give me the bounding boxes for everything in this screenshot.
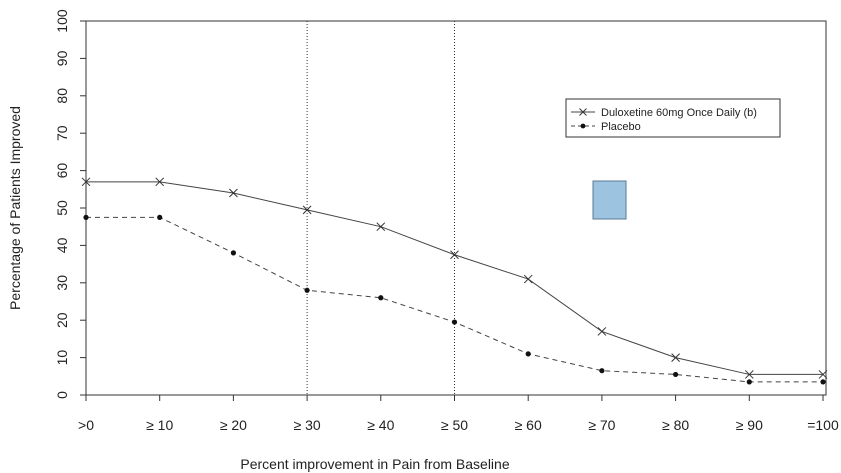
- data-point-x: [376, 222, 386, 232]
- data-point-dot: [820, 379, 826, 385]
- legend-x-marker: [579, 108, 587, 116]
- data-point-dot: [451, 319, 458, 325]
- y-tick-label: 20: [54, 312, 70, 328]
- y-tick-label: 50: [54, 200, 70, 216]
- x-tick-label: ≥ 80: [662, 417, 689, 433]
- x-marker-stroke: [229, 188, 238, 198]
- data-point-dot: [378, 295, 384, 301]
- legend-items: Duloxetine 60mg Once Daily (b) Placebo: [571, 107, 757, 133]
- x-tick-label: =100: [807, 417, 839, 433]
- legend-label: Duloxetine 60mg Once Daily (b): [601, 107, 757, 119]
- data-point-dot: [157, 214, 163, 220]
- y-tick-label: 90: [54, 50, 70, 66]
- data-point-x: [744, 370, 754, 379]
- y-tick-label: 10: [54, 350, 70, 366]
- data-point-x: [597, 327, 607, 336]
- legend: Duloxetine 60mg Once Daily (b) Placebo: [565, 98, 781, 138]
- data-point-dot: [230, 250, 236, 256]
- x-axis-label: Percent improvement in Pain from Baselin…: [240, 456, 509, 472]
- x-axis: >0 ≥ 10 ≥ 20 ≥ 30 ≥ 40 ≥ 50 ≥ 60 ≥ 70 ≥ 80 ≥ 90 =1…: [78, 395, 839, 433]
- data-point-x: [81, 177, 91, 187]
- data-point-x: [671, 353, 680, 362]
- data-point-dot: [525, 351, 531, 357]
- data-point-x: [818, 370, 828, 379]
- legend-frame: [565, 98, 781, 138]
- data-point-x: [229, 188, 238, 198]
- x-marker-stroke: [81, 177, 91, 187]
- y-tick-label: 40: [54, 237, 70, 253]
- x-tick-label: ≥ 10: [146, 417, 173, 433]
- plot-frame: [85, 20, 827, 396]
- x-tick-label: ≥ 30: [294, 417, 321, 433]
- x-tick-label: ≥ 90: [736, 417, 763, 433]
- data-point-x: [523, 274, 533, 284]
- y-tick-label: 80: [54, 88, 70, 104]
- x-marker-stroke: [450, 250, 459, 260]
- x-tick-label: ≥ 50: [441, 417, 468, 433]
- x-marker-stroke: [523, 274, 533, 284]
- data-point-x: [450, 250, 459, 260]
- legend-dot-marker: [580, 123, 586, 129]
- x-marker-stroke: [818, 370, 828, 379]
- x-marker-stroke: [744, 370, 754, 379]
- x-marker-stroke: [155, 177, 165, 187]
- data-point-x: [302, 205, 312, 215]
- x-tick-label: ≥ 60: [515, 417, 542, 433]
- data-point-dot: [83, 214, 89, 220]
- y-axis: 0 10 20 30 40 50 60 70 80 90 100: [54, 9, 86, 399]
- data-point-dot: [746, 379, 752, 385]
- reference-lines: [306, 21, 455, 395]
- x-marker-stroke: [302, 205, 312, 215]
- y-tick-label: 100: [54, 9, 70, 33]
- y-tick-label: 0: [54, 391, 70, 399]
- y-tick-label: 70: [54, 125, 70, 141]
- data-point-dot: [599, 368, 605, 374]
- x-tick-label: ≥ 40: [367, 417, 394, 433]
- data-point-dot: [304, 287, 310, 293]
- y-tick-label: 30: [54, 275, 70, 291]
- annotation-box: [592, 180, 627, 220]
- x-tick-label: ≥ 20: [220, 417, 247, 433]
- legend-label: Placebo: [601, 121, 641, 133]
- x-marker-stroke: [597, 327, 607, 336]
- data-point-dot: [673, 371, 679, 378]
- x-tick-label: ≥ 70: [588, 417, 615, 433]
- x-tick-label: >0: [78, 417, 94, 433]
- y-tick-label: 60: [54, 163, 70, 179]
- x-marker-stroke: [376, 222, 386, 232]
- series-layer: [81, 177, 828, 385]
- y-axis-label: Percentage of Patients Improved: [7, 106, 23, 310]
- x-marker-stroke: [671, 353, 680, 362]
- data-point-x: [155, 177, 165, 187]
